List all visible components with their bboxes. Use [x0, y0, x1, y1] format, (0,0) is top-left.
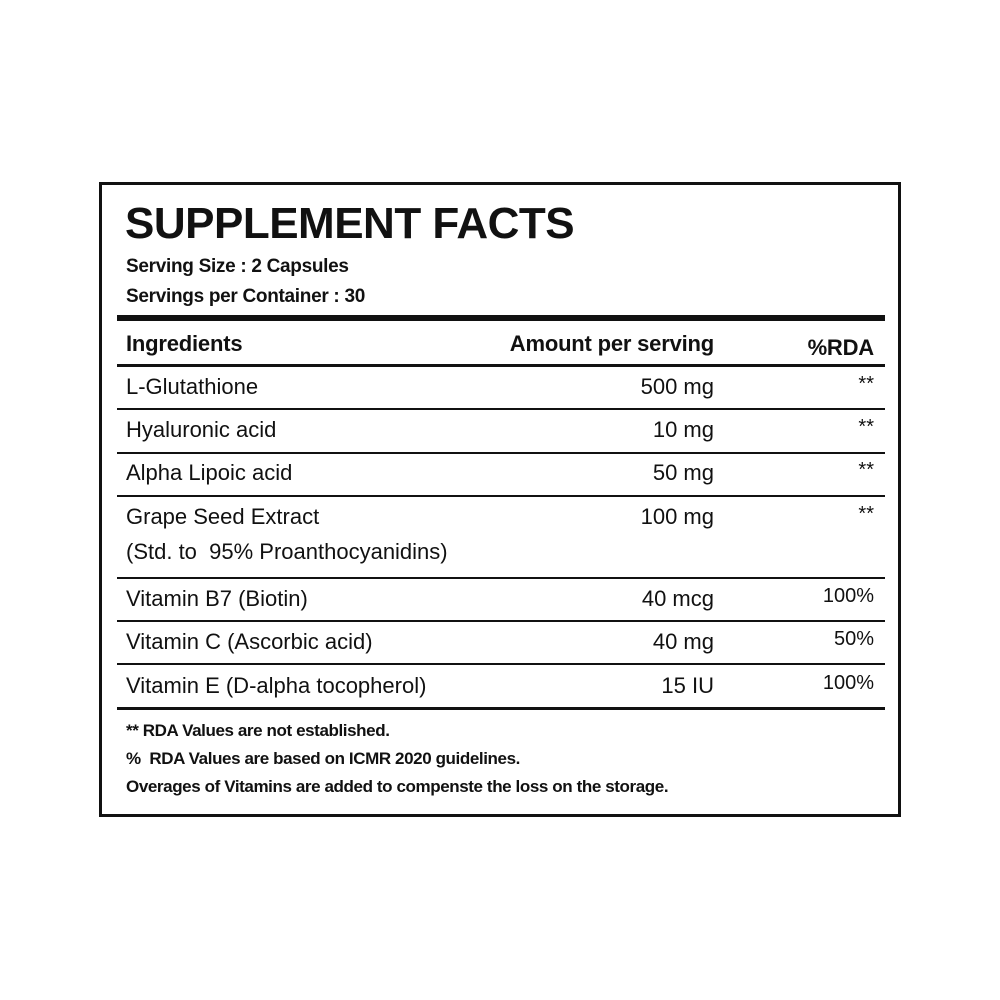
footnote: ** RDA Values are not established. — [126, 720, 390, 740]
amount: 40 mg — [652, 628, 714, 654]
ingredient: L-Glutathione — [126, 373, 259, 399]
rda: 100% — [822, 585, 874, 607]
rda: 50% — [833, 628, 874, 650]
ingredient: Alpha Lipoic acid — [126, 459, 293, 485]
divider — [117, 452, 885, 454]
ingredient-detail: (Std. to 95% Proanthocyanidins) — [126, 538, 448, 564]
amount: 40 mcg — [641, 585, 714, 611]
amount: 50 mg — [652, 459, 714, 485]
divider — [117, 495, 885, 497]
divider — [117, 663, 885, 665]
divider — [117, 706, 885, 710]
ingredient: Vitamin E (D-alpha tocopherol) — [126, 672, 427, 698]
amount: 500 mg — [640, 373, 714, 399]
column-header: Ingredients — [126, 330, 243, 356]
ingredient: Vitamin C (Ascorbic acid) — [126, 628, 373, 654]
rda: 100% — [822, 672, 874, 694]
column-header: %RDA — [807, 334, 875, 360]
title: SUPPLEMENT FACTS — [125, 198, 575, 248]
ingredient: Vitamin B7 (Biotin) — [126, 585, 308, 611]
column-header: Amount per serving — [509, 330, 714, 356]
servings-per-container: Servings per Container : 30 — [126, 285, 365, 307]
rda: ** — [858, 503, 874, 525]
divider — [117, 315, 885, 321]
rda: ** — [858, 459, 874, 481]
divider — [117, 363, 885, 367]
amount: 100 mg — [640, 503, 714, 529]
serving-size: Serving Size : 2 Capsules — [126, 255, 349, 277]
amount: 10 mg — [652, 416, 714, 442]
footnote: % RDA Values are based on ICMR 2020 guid… — [126, 748, 520, 768]
ingredient: Grape Seed Extract — [126, 503, 320, 529]
rda: ** — [858, 416, 874, 438]
ingredient: Hyaluronic acid — [126, 416, 277, 442]
amount: 15 IU — [661, 672, 714, 698]
rda: ** — [858, 373, 874, 395]
divider — [117, 620, 885, 622]
divider — [117, 408, 885, 410]
footnote: Overages of Vitamins are added to compen… — [126, 776, 669, 796]
divider — [117, 577, 885, 579]
label-border — [99, 182, 901, 817]
